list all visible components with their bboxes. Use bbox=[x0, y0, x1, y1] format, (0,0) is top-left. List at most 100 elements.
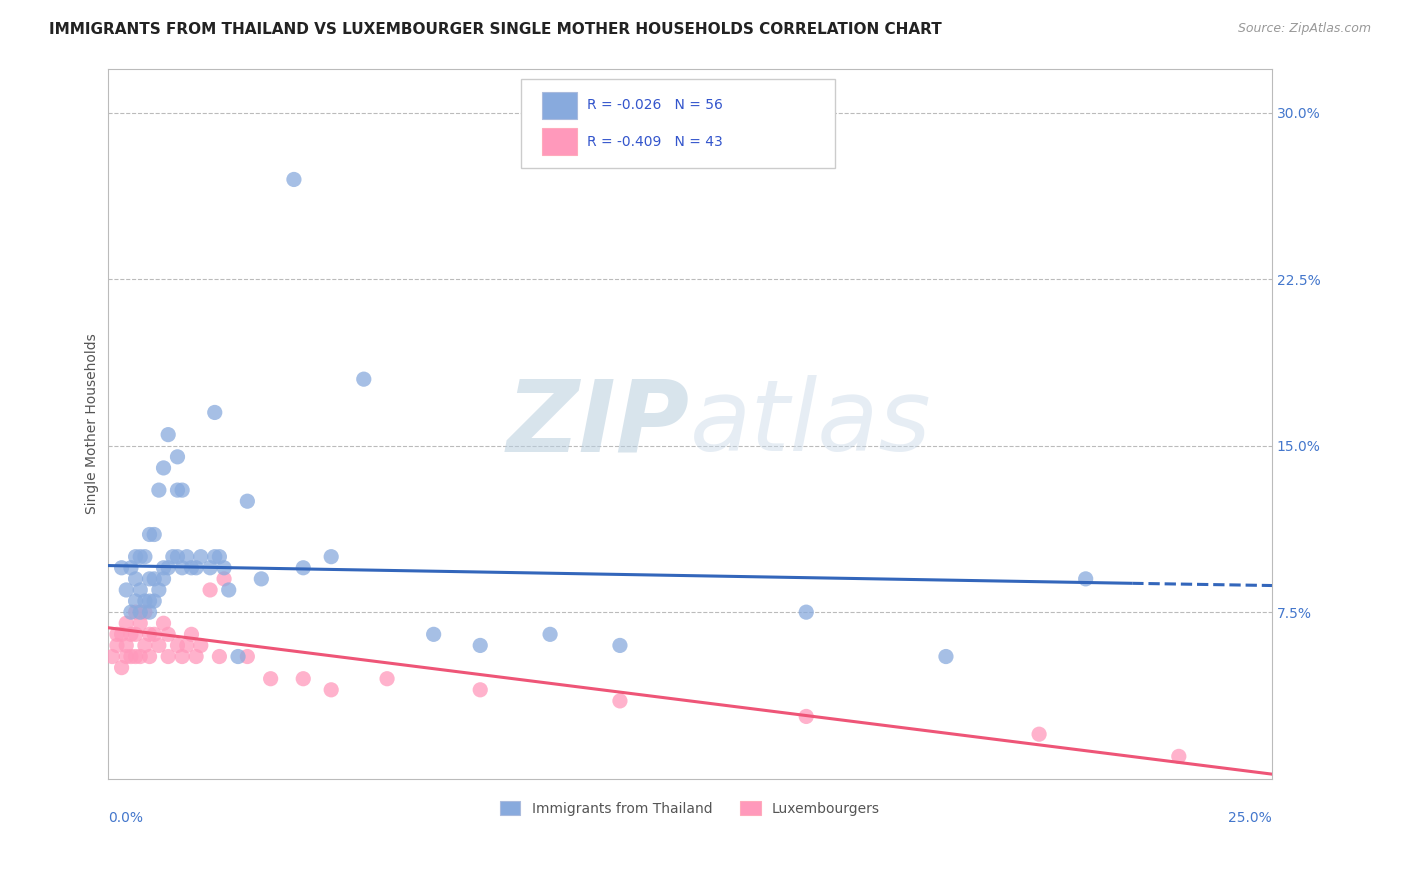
Point bbox=[101, 649, 124, 664]
Point bbox=[124, 594, 146, 608]
Point bbox=[172, 483, 194, 497]
Point bbox=[134, 605, 156, 619]
Point bbox=[115, 582, 138, 597]
Text: R = -0.026   N = 56: R = -0.026 N = 56 bbox=[588, 98, 723, 112]
Point bbox=[105, 627, 128, 641]
Point bbox=[283, 172, 305, 186]
Point bbox=[124, 572, 146, 586]
Point bbox=[134, 594, 156, 608]
Point bbox=[208, 549, 231, 564]
Point bbox=[124, 627, 146, 641]
Point bbox=[212, 572, 235, 586]
Point bbox=[212, 561, 235, 575]
FancyBboxPatch shape bbox=[541, 92, 576, 119]
Point bbox=[1074, 572, 1097, 586]
Point bbox=[124, 605, 146, 619]
Point bbox=[226, 649, 249, 664]
Point bbox=[120, 627, 142, 641]
Point bbox=[321, 682, 343, 697]
Point bbox=[148, 582, 170, 597]
Point bbox=[115, 649, 138, 664]
Point bbox=[120, 561, 142, 575]
Point bbox=[190, 639, 212, 653]
Point bbox=[138, 627, 160, 641]
Point bbox=[162, 549, 184, 564]
Point bbox=[236, 649, 259, 664]
Point bbox=[138, 649, 160, 664]
Point bbox=[120, 605, 142, 619]
Point bbox=[110, 627, 132, 641]
Point bbox=[470, 682, 492, 697]
Point bbox=[152, 572, 174, 586]
Point bbox=[204, 405, 226, 419]
Point bbox=[157, 427, 180, 442]
Point bbox=[134, 549, 156, 564]
Point bbox=[152, 561, 174, 575]
Point bbox=[250, 572, 273, 586]
Text: ZIP: ZIP bbox=[506, 375, 690, 472]
Point bbox=[129, 582, 152, 597]
Point bbox=[143, 572, 166, 586]
Point bbox=[609, 639, 631, 653]
Point bbox=[143, 594, 166, 608]
Point bbox=[422, 627, 444, 641]
Point bbox=[166, 450, 188, 464]
Text: IMMIGRANTS FROM THAILAND VS LUXEMBOURGER SINGLE MOTHER HOUSEHOLDS CORRELATION CH: IMMIGRANTS FROM THAILAND VS LUXEMBOURGER… bbox=[49, 22, 942, 37]
Point bbox=[935, 649, 957, 664]
Point bbox=[129, 649, 152, 664]
Point bbox=[138, 572, 160, 586]
Point bbox=[190, 549, 212, 564]
Point bbox=[198, 582, 221, 597]
Point bbox=[794, 605, 817, 619]
Point bbox=[148, 639, 170, 653]
Point bbox=[538, 627, 561, 641]
Point bbox=[166, 483, 188, 497]
Point bbox=[794, 709, 817, 723]
Point bbox=[152, 616, 174, 631]
Point bbox=[609, 694, 631, 708]
Point bbox=[184, 649, 207, 664]
Point bbox=[184, 561, 207, 575]
Point bbox=[172, 561, 194, 575]
Point bbox=[152, 461, 174, 475]
Point bbox=[321, 549, 343, 564]
Point bbox=[134, 639, 156, 653]
Text: 25.0%: 25.0% bbox=[1229, 811, 1272, 824]
Point bbox=[236, 494, 259, 508]
Point bbox=[375, 672, 398, 686]
Point bbox=[157, 627, 180, 641]
Point bbox=[105, 639, 128, 653]
Point bbox=[129, 616, 152, 631]
Point bbox=[120, 649, 142, 664]
Y-axis label: Single Mother Households: Single Mother Households bbox=[86, 334, 100, 514]
Point bbox=[157, 649, 180, 664]
Text: Source: ZipAtlas.com: Source: ZipAtlas.com bbox=[1237, 22, 1371, 36]
Point bbox=[1028, 727, 1050, 741]
Text: atlas: atlas bbox=[690, 375, 931, 472]
Point bbox=[218, 582, 240, 597]
Point bbox=[143, 527, 166, 541]
Point bbox=[470, 639, 492, 653]
Point bbox=[180, 627, 202, 641]
FancyBboxPatch shape bbox=[541, 128, 576, 155]
Point bbox=[138, 527, 160, 541]
Point bbox=[353, 372, 375, 386]
Point bbox=[1167, 749, 1189, 764]
Point bbox=[129, 549, 152, 564]
Point bbox=[259, 672, 281, 686]
Point bbox=[115, 616, 138, 631]
Point bbox=[129, 605, 152, 619]
Point bbox=[148, 483, 170, 497]
Point bbox=[115, 639, 138, 653]
Text: R = -0.409   N = 43: R = -0.409 N = 43 bbox=[588, 135, 723, 149]
Point bbox=[124, 549, 146, 564]
Point bbox=[166, 549, 188, 564]
Point bbox=[172, 649, 194, 664]
Point bbox=[176, 639, 198, 653]
Text: 0.0%: 0.0% bbox=[108, 811, 142, 824]
Point bbox=[180, 561, 202, 575]
FancyBboxPatch shape bbox=[522, 79, 835, 168]
Point bbox=[124, 649, 146, 664]
Point bbox=[198, 561, 221, 575]
Point bbox=[138, 605, 160, 619]
